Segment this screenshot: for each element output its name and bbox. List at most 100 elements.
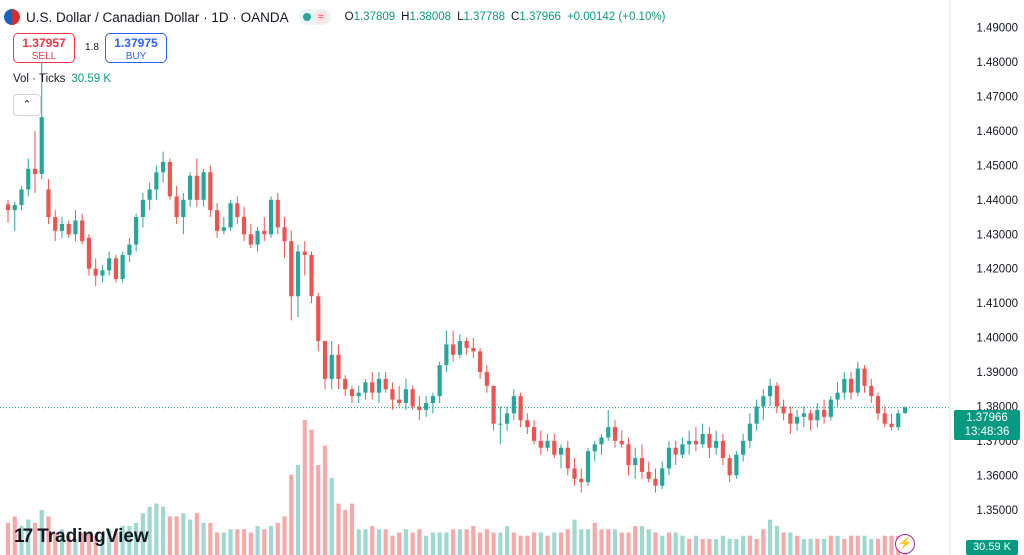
volume-bar	[768, 519, 773, 555]
volume-bar	[626, 532, 631, 555]
bar-countdown: 13:48:36	[964, 426, 1010, 438]
candle	[525, 420, 530, 428]
candle	[188, 175, 193, 200]
market-status-pill[interactable]: ≈	[298, 9, 331, 25]
candle	[343, 378, 348, 390]
volume-bar	[437, 532, 442, 555]
volume-bar	[491, 532, 496, 555]
candle	[808, 413, 813, 421]
candle	[208, 172, 213, 211]
volume-bar	[19, 526, 24, 555]
volume-bar	[410, 532, 415, 555]
volume-bar	[397, 532, 402, 555]
volume-bar	[599, 529, 604, 555]
volume-bar	[525, 535, 530, 555]
buy-price: 1.37975	[114, 36, 158, 50]
candle	[754, 406, 759, 424]
candle	[5, 204, 11, 211]
candle	[518, 396, 523, 421]
volume-bar	[633, 526, 638, 555]
buy-button[interactable]: 1.37975 BUY	[105, 33, 167, 63]
candle	[93, 268, 98, 276]
volume-bar	[700, 538, 705, 555]
volume-bar	[862, 535, 867, 555]
candle	[815, 409, 820, 421]
candle	[801, 413, 806, 417]
volume-bar	[363, 529, 368, 555]
volume-bar	[518, 535, 523, 555]
volume-bar	[59, 529, 65, 555]
candle	[46, 189, 51, 218]
y-tick-label: 1.46000	[976, 126, 1018, 138]
volume-bar	[889, 535, 894, 555]
candle	[140, 199, 145, 218]
candle	[700, 434, 705, 445]
volume-bar	[464, 529, 469, 555]
tradingview-logo[interactable]: 17 TradingView	[14, 526, 149, 548]
volume-bar	[282, 516, 287, 555]
volume-bar	[147, 506, 152, 555]
volume-bar	[727, 538, 732, 555]
candle	[417, 406, 422, 410]
volume-bar	[167, 516, 172, 555]
volume-bar	[828, 535, 833, 555]
symbol-title[interactable]: U.S. Dollar / Canadian Dollar · 1D · OAN…	[26, 9, 289, 25]
candle	[275, 199, 280, 228]
volume-bar	[80, 532, 85, 555]
market-open-dot-icon	[302, 13, 311, 21]
close-value: 1.37966	[519, 11, 561, 23]
volume-bar	[376, 529, 382, 555]
candle	[316, 296, 321, 342]
candle	[100, 270, 105, 276]
candle	[86, 237, 92, 269]
volume-bar	[107, 529, 112, 555]
volume-legend[interactable]: Vol · Ticks 30.59 K	[13, 73, 111, 85]
volume-bar	[646, 529, 651, 555]
lightning-icon[interactable]: ⚡	[895, 534, 915, 554]
sell-button[interactable]: 1.37957 SELL	[13, 33, 75, 63]
last-price-label: 1.37966 13:48:36	[954, 410, 1020, 440]
volume-bar	[127, 526, 132, 555]
tradingview-logo-icon: 17	[14, 526, 33, 547]
candle	[592, 444, 597, 452]
volume-bar	[761, 529, 766, 555]
volume-bar	[194, 513, 199, 555]
volume-bar	[457, 529, 462, 555]
volume-bar	[322, 445, 328, 555]
candle	[572, 468, 577, 479]
chart-legend: U.S. Dollar / Canadian Dollar · 1D · OAN…	[4, 6, 665, 28]
candle	[370, 382, 375, 393]
candle	[693, 440, 699, 445]
candle	[478, 351, 483, 373]
candle	[606, 427, 611, 438]
volume-bar	[383, 529, 388, 555]
volume-bar	[120, 526, 125, 555]
candle	[268, 199, 274, 235]
y-tick-label: 1.45000	[976, 160, 1018, 172]
volume-bar	[66, 535, 71, 555]
volume-bar	[46, 516, 51, 555]
candle	[235, 203, 240, 218]
volume-bar	[835, 535, 840, 555]
candle	[349, 389, 355, 397]
candle	[599, 437, 604, 445]
volume-bar	[471, 526, 476, 555]
candle	[410, 389, 415, 407]
volume-bar	[370, 526, 375, 555]
candle	[295, 251, 301, 297]
volume-bar	[451, 529, 456, 555]
candle	[666, 447, 672, 469]
volume-bar	[552, 532, 557, 555]
candle	[660, 468, 665, 486]
candle	[26, 168, 31, 190]
candle	[221, 227, 226, 231]
volume-bar	[660, 535, 665, 555]
candle	[896, 413, 901, 428]
volume-bar	[693, 535, 699, 555]
candle	[565, 447, 570, 469]
candle	[639, 458, 645, 472]
candle	[120, 254, 125, 280]
volume-bar	[53, 532, 58, 555]
collapse-legend-button[interactable]: ⌃	[13, 94, 41, 116]
